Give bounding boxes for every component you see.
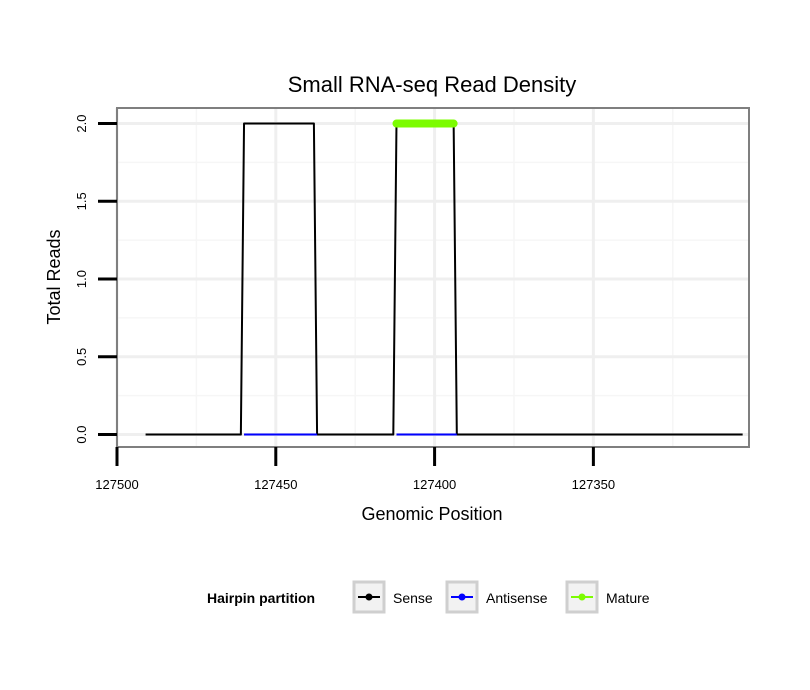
legend-items: Sense Antisense Mature: [352, 580, 650, 614]
grid: [115, 108, 749, 447]
legend-title: Hairpin partition: [207, 590, 315, 606]
x-tick-label: 127350: [572, 477, 615, 492]
series-line-sense: [145, 122, 743, 436]
y-tick-label: 1.0: [74, 270, 89, 288]
x-tick-label: 127400: [413, 477, 456, 492]
chart-title: Small RNA-seq Read Density: [288, 72, 577, 97]
y-axis-title: Total Reads: [44, 229, 64, 324]
legend-key-point: [578, 593, 586, 601]
legend-label: Antisense: [486, 590, 548, 606]
plot-panel-border: [116, 107, 750, 448]
y-tick-label: 1.5: [74, 192, 89, 210]
legend-label: Sense: [393, 590, 433, 606]
legend-item-mature: Mature: [565, 580, 650, 614]
y-tick-label: 0.0: [74, 426, 89, 444]
x-tick-label: 127450: [254, 477, 297, 492]
y-tick-label: 2.0: [74, 115, 89, 133]
legend-item-sense: Sense: [352, 580, 433, 614]
legend-item-antisense: Antisense: [445, 580, 548, 614]
legend-label: Mature: [606, 590, 650, 606]
legend-key-point: [458, 593, 466, 601]
x-axis-title: Genomic Position: [361, 504, 502, 524]
axes: 0.0 0.5 1.0 1.5 2.0 127500 127450 127400 127350: [74, 115, 615, 492]
legend-key-point: [365, 593, 373, 601]
x-tick-label: 127500: [95, 477, 138, 492]
legend: Hairpin partition Sense Antisense Mature: [207, 580, 650, 614]
series-layer: [145, 119, 743, 436]
y-tick-label: 0.5: [74, 348, 89, 366]
